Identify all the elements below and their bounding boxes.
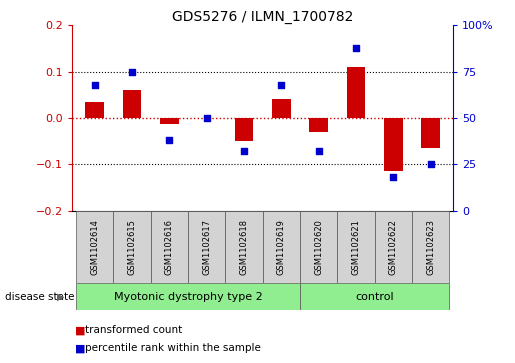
- Bar: [76, 283, 300, 310]
- Bar: [160, 118, 179, 123]
- Point: [315, 148, 323, 154]
- Bar: [300, 211, 337, 283]
- Text: disease state: disease state: [5, 292, 75, 302]
- Bar: [113, 211, 150, 283]
- Point: [91, 82, 99, 87]
- Text: GSM1102617: GSM1102617: [202, 219, 211, 275]
- Text: Myotonic dystrophy type 2: Myotonic dystrophy type 2: [113, 292, 262, 302]
- Text: GSM1102622: GSM1102622: [389, 219, 398, 275]
- Bar: [347, 67, 366, 118]
- Bar: [123, 90, 141, 118]
- Text: GSM1102615: GSM1102615: [127, 219, 136, 275]
- Text: GSM1102614: GSM1102614: [90, 219, 99, 275]
- Text: control: control: [355, 292, 394, 302]
- Text: GSM1102621: GSM1102621: [352, 219, 360, 275]
- Text: ▶: ▶: [57, 292, 64, 302]
- Text: GSM1102618: GSM1102618: [239, 219, 248, 275]
- Text: transformed count: transformed count: [85, 325, 182, 335]
- Point: [426, 161, 435, 167]
- Point: [389, 174, 398, 180]
- Point: [202, 115, 211, 121]
- Text: GSM1102619: GSM1102619: [277, 219, 286, 275]
- Point: [128, 69, 136, 75]
- Title: GDS5276 / ILMN_1700782: GDS5276 / ILMN_1700782: [172, 11, 353, 24]
- Bar: [150, 211, 188, 283]
- Bar: [188, 211, 225, 283]
- Text: GSM1102616: GSM1102616: [165, 219, 174, 275]
- Bar: [263, 211, 300, 283]
- Bar: [225, 211, 263, 283]
- Bar: [76, 211, 113, 283]
- Point: [240, 148, 248, 154]
- Text: percentile rank within the sample: percentile rank within the sample: [85, 343, 261, 354]
- Point: [352, 45, 360, 50]
- Text: GSM1102620: GSM1102620: [314, 219, 323, 275]
- Bar: [235, 118, 253, 141]
- Point: [277, 82, 285, 87]
- Bar: [85, 102, 104, 118]
- Bar: [310, 118, 328, 132]
- Text: ■: ■: [75, 343, 85, 354]
- Bar: [300, 283, 450, 310]
- Text: GSM1102623: GSM1102623: [426, 219, 435, 275]
- Bar: [412, 211, 450, 283]
- Bar: [375, 211, 412, 283]
- Point: [165, 137, 174, 143]
- Bar: [272, 98, 290, 118]
- Bar: [421, 118, 440, 148]
- Bar: [337, 211, 375, 283]
- Bar: [384, 118, 403, 171]
- Text: ■: ■: [75, 325, 85, 335]
